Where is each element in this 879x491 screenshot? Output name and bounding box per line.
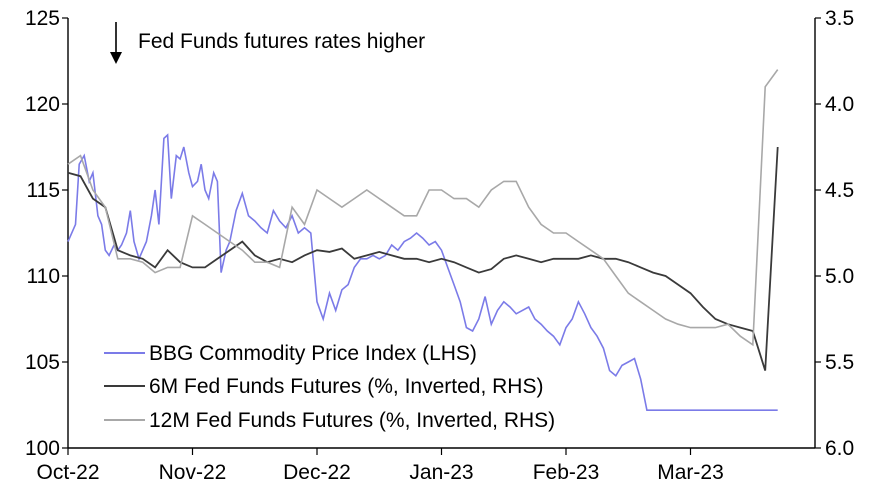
right-tick-label: 5.5	[825, 351, 854, 374]
right-y-axis: 3.5 4.0 4.5 5.0 5.5 6.0	[815, 7, 854, 460]
series-line-12m-fed-funds	[67, 69, 779, 347]
annotation-text: Fed Funds futures rates higher	[138, 30, 425, 53]
right-tick-label: 5.0	[825, 265, 854, 288]
annotation: Fed Funds futures rates higher	[110, 22, 425, 64]
right-tick-label: 6.0	[825, 437, 854, 460]
x-tick-label: Oct-22	[36, 461, 99, 484]
right-tick-label: 4.5	[825, 179, 854, 202]
right-tick-label: 4.0	[825, 93, 854, 116]
legend: BBG Commodity Price Index (LHS) 6M Fed F…	[104, 342, 555, 432]
left-tick-label: 105	[25, 351, 60, 374]
legend-label-bbg-commodity: BBG Commodity Price Index (LHS)	[149, 342, 477, 365]
series-line-6m-fed-funds	[67, 146, 779, 371]
legend-label-6m-fed-funds: 6M Fed Funds Futures (%, Inverted, RHS)	[149, 375, 543, 398]
x-tick-label: Nov-22	[159, 461, 227, 484]
down-arrowhead-icon	[110, 52, 122, 64]
left-tick-label: 110	[27, 265, 60, 288]
left-tick-label: 100	[25, 437, 60, 460]
left-tick-label: 115	[27, 179, 60, 202]
right-tick-label: 3.5	[825, 7, 854, 30]
x-tick-label: Dec-22	[283, 461, 351, 484]
x-axis: Oct-22 Nov-22 Dec-22 Jan-23 Feb-23 Mar-23	[36, 448, 724, 484]
legend-label-12m-fed-funds: 12M Fed Funds Futures (%, Inverted, RHS)	[149, 409, 555, 432]
left-tick-label: 125	[25, 7, 60, 30]
series-lines	[67, 69, 779, 411]
x-tick-label: Feb-23	[533, 461, 600, 484]
x-tick-label: Mar-23	[657, 461, 724, 484]
left-tick-label: 120	[25, 93, 60, 116]
x-tick-label: Jan-23	[409, 461, 473, 484]
left-y-axis: 100 105 110 115 120 125	[25, 7, 68, 460]
series-line-bbg-commodity	[67, 133, 778, 411]
